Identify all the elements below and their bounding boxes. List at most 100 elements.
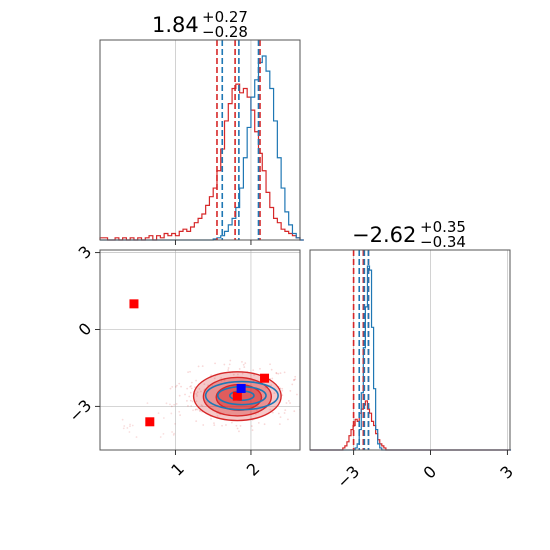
scatter-point	[121, 418, 124, 421]
scatter-point	[270, 384, 273, 387]
scatter-point	[195, 379, 197, 382]
scatter-point	[180, 385, 182, 388]
scatter-point	[162, 432, 165, 435]
param2-title-minus: −0.34	[420, 233, 466, 251]
scatter-point	[192, 409, 194, 412]
panel-hist-param2: −3 0 3 −2.62 +0.35 −0.34	[309, 218, 517, 492]
hist-red	[310, 400, 512, 451]
scatter-point	[239, 425, 242, 427]
x-tick-label: 1	[167, 459, 188, 480]
scatter-point	[223, 363, 226, 366]
scatter-point	[291, 383, 294, 386]
marker-red	[145, 417, 155, 427]
scatter-point	[195, 408, 198, 411]
scatter-point	[277, 412, 280, 415]
scatter-point	[251, 429, 254, 432]
x-tick-label: 2	[243, 459, 264, 480]
x-tick-label: −3	[333, 462, 363, 492]
scatter-point	[198, 388, 201, 390]
scatter-point	[228, 363, 231, 366]
scatter-point	[202, 424, 205, 426]
param2-title-median: −2.62	[352, 223, 416, 247]
scatter-point	[122, 427, 125, 430]
scatter-point	[187, 371, 189, 374]
scatter-point	[195, 420, 198, 423]
scatter-point	[190, 385, 192, 387]
scatter-point	[196, 408, 199, 411]
scatter-point	[194, 408, 197, 411]
scatter-point	[170, 412, 173, 415]
scatter-point	[174, 422, 176, 425]
scatter-point	[175, 384, 178, 387]
scatter-point	[195, 393, 198, 395]
scatter-point	[287, 400, 290, 402]
scatter-point	[196, 395, 198, 397]
scatter-point	[126, 427, 129, 429]
scatter-point	[157, 412, 160, 415]
scatter-point	[275, 372, 278, 375]
param1-title-plus: +0.27	[202, 8, 248, 26]
scatter-point	[186, 399, 188, 402]
scatter-point	[201, 365, 204, 367]
scatter-point	[191, 400, 194, 403]
scatter-point	[131, 424, 134, 427]
scatter-point	[201, 404, 204, 407]
scatter-point	[205, 401, 208, 403]
scatter-point	[210, 418, 212, 420]
scatter-point	[188, 395, 191, 398]
scatter-point	[169, 403, 171, 406]
scatter-point	[263, 423, 266, 426]
scatter-point	[178, 410, 181, 413]
scatter-point	[281, 394, 284, 396]
scatter-point	[223, 379, 226, 382]
scatter-point	[279, 372, 282, 374]
scatter-point	[243, 366, 246, 368]
scatter-point	[162, 417, 165, 419]
scatter-point	[285, 402, 288, 404]
scatter-point	[213, 422, 215, 424]
scatter-point	[169, 387, 172, 390]
scatter-point	[196, 391, 199, 394]
scatter-point	[186, 387, 189, 390]
scatter-point	[284, 409, 287, 412]
panel-joint: 1 2 3 0 −3	[65, 242, 301, 480]
scatter-point	[281, 387, 284, 390]
scatter-point	[236, 373, 239, 376]
scatter-point	[293, 379, 296, 382]
scatter-point	[178, 382, 181, 385]
scatter-point	[198, 409, 201, 412]
scatter-point	[189, 391, 192, 394]
scatter-point	[241, 372, 244, 375]
scatter-point	[200, 404, 203, 406]
scatter-point	[292, 379, 295, 381]
hist-blue	[310, 265, 512, 451]
scatter-point	[165, 402, 168, 405]
scatter-point	[173, 403, 176, 406]
scatter-point	[189, 370, 191, 373]
y-tick-label: −3	[65, 396, 95, 426]
scatter-point	[287, 418, 289, 421]
scatter-point	[178, 394, 181, 397]
scatter-point	[283, 412, 286, 414]
scatter-point	[269, 408, 272, 411]
scatter-point	[189, 399, 192, 402]
scatter-point	[203, 383, 206, 386]
scatter-point	[270, 368, 273, 371]
scatter-point	[271, 411, 274, 414]
scatter-point	[171, 431, 173, 433]
marker-blue	[236, 383, 246, 393]
scatter-point	[123, 425, 126, 427]
scatter-point	[238, 368, 241, 370]
scatter-point	[129, 425, 131, 428]
scatter-point	[241, 360, 243, 363]
scatter-point	[227, 367, 230, 369]
scatter-point	[257, 421, 260, 424]
scatter-point	[213, 377, 216, 380]
marker-red	[260, 373, 270, 383]
scatter-point	[172, 434, 175, 436]
y-tick-label: 0	[75, 319, 96, 340]
scatter-point	[190, 387, 193, 390]
scatter-point	[273, 392, 276, 395]
param2-title-plus: +0.35	[420, 218, 466, 236]
